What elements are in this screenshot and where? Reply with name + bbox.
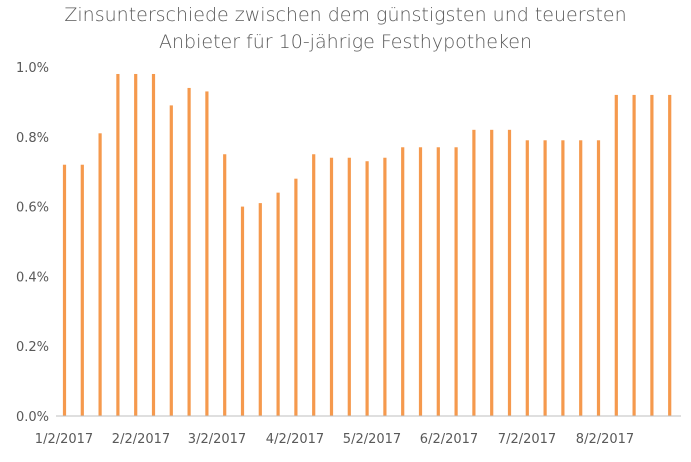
x-tick-label: 7/2/2017	[498, 432, 556, 447]
y-tick-label: 0.2%	[16, 340, 49, 355]
bar	[507, 129, 512, 416]
bar	[525, 140, 529, 417]
bar	[365, 161, 369, 416]
y-tick-label: 1.0%	[16, 61, 49, 76]
chart-title: Zinsunterschiede zwischen dem günstigste…	[64, 4, 627, 26]
x-tick-label: 3/2/2017	[188, 432, 246, 447]
bar	[240, 206, 245, 416]
y-tick-label: 0.8%	[16, 131, 49, 146]
bar	[614, 94, 618, 417]
x-tick-label: 6/2/2017	[420, 432, 478, 447]
y-axis: 0.0% 0.2% 0.4% 0.6% 0.8% 1.0%	[16, 61, 49, 425]
chart-subtitle: Anbieter für 10-jährige Festhypotheken	[159, 31, 532, 53]
bar	[454, 147, 458, 416]
x-tick-label: 4/2/2017	[266, 432, 324, 447]
bar	[98, 133, 102, 416]
bar	[294, 178, 298, 416]
bar	[276, 192, 280, 416]
y-tick-label: 0.6%	[16, 201, 49, 216]
bar	[258, 203, 262, 416]
bar	[596, 140, 601, 417]
bar	[329, 157, 334, 417]
bar	[490, 129, 494, 416]
bar	[668, 94, 672, 417]
y-tick-label: 0.4%	[16, 270, 49, 285]
bar	[632, 94, 636, 417]
bar	[80, 164, 84, 416]
bar	[312, 154, 316, 416]
bar	[62, 164, 67, 416]
x-axis: 1/2/2017 2/2/2017 3/2/2017 4/2/2017 5/2/2017…	[35, 432, 634, 447]
bar	[543, 140, 547, 417]
y-tick-label: 0.0%	[16, 410, 49, 425]
bar	[401, 147, 405, 416]
bar	[134, 73, 138, 416]
x-tick-label: 5/2/2017	[343, 432, 401, 447]
bar	[116, 73, 120, 416]
bar	[205, 91, 209, 417]
bar-series	[62, 73, 672, 417]
x-tick-label: 8/2/2017	[576, 432, 634, 447]
bar	[650, 94, 654, 417]
bar	[187, 87, 191, 416]
bar	[223, 154, 227, 416]
bar	[579, 140, 583, 417]
bar	[383, 157, 387, 417]
bar	[418, 147, 423, 416]
bar	[151, 73, 156, 416]
bar	[436, 147, 440, 416]
bar	[347, 157, 351, 417]
bar	[472, 129, 476, 416]
x-tick-label: 2/2/2017	[112, 432, 170, 447]
x-tick-label: 1/2/2017	[35, 432, 93, 447]
bar	[169, 105, 173, 416]
bar	[561, 140, 565, 417]
